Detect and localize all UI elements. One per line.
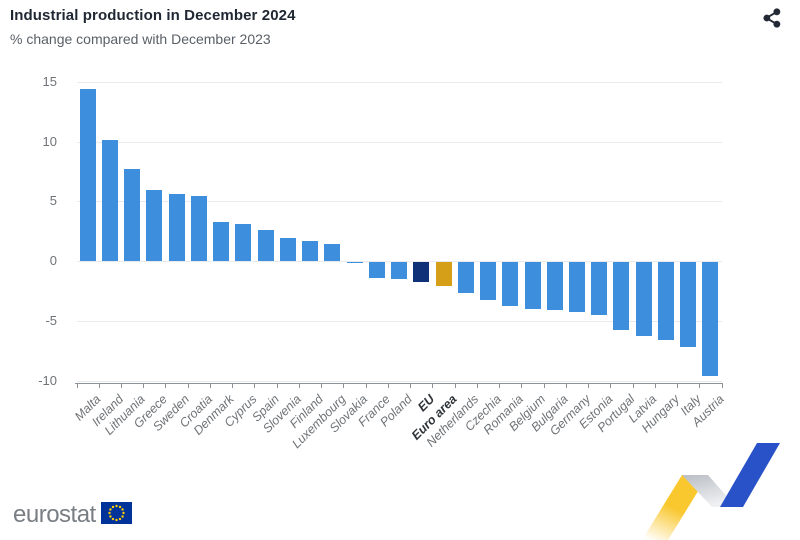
chart-title: Industrial production in December 2024 bbox=[10, 7, 296, 24]
bar-luxembourg[interactable] bbox=[324, 244, 341, 261]
gridline-15 bbox=[76, 81, 722, 83]
bar-austria[interactable] bbox=[702, 262, 719, 376]
bar-czechia[interactable] bbox=[480, 262, 497, 301]
x-axis-tick bbox=[521, 384, 523, 388]
x-axis-tick bbox=[187, 384, 189, 388]
bar-poland[interactable] bbox=[391, 262, 408, 279]
x-axis-tick bbox=[454, 384, 456, 388]
y-axis-label-0: 0 bbox=[49, 253, 57, 268]
eurostat-logo: eurostat bbox=[13, 501, 132, 529]
bar-spain[interactable] bbox=[257, 229, 274, 261]
bar-estonia[interactable] bbox=[591, 262, 608, 315]
y-axis-label-5: 5 bbox=[49, 193, 57, 209]
bar-euro-area[interactable] bbox=[435, 262, 452, 286]
y-axis-label--10: -10 bbox=[38, 372, 57, 388]
x-axis-tick bbox=[209, 384, 211, 388]
share-icon bbox=[761, 8, 783, 32]
y-axis-label--5: -5 bbox=[45, 312, 57, 328]
eu-flag-icon bbox=[100, 501, 132, 529]
x-axis-tick bbox=[343, 384, 345, 388]
x-axis-tick bbox=[98, 384, 100, 388]
x-axis-tick bbox=[410, 384, 412, 388]
x-axis-tick bbox=[76, 384, 78, 388]
bar-romania[interactable] bbox=[502, 262, 519, 307]
bar-hungary[interactable] bbox=[657, 262, 674, 340]
bar-slovenia[interactable] bbox=[279, 238, 296, 261]
x-axis-tick bbox=[499, 384, 501, 388]
gridline-5 bbox=[76, 201, 722, 203]
x-axis-tick bbox=[632, 384, 634, 388]
y-axis-label-10: 10 bbox=[42, 133, 57, 149]
x-axis-tick bbox=[610, 384, 612, 388]
chart-subtitle: % change compared with December 2023 bbox=[10, 31, 271, 47]
x-axis-tick bbox=[298, 384, 300, 388]
x-axis-tick bbox=[588, 384, 590, 388]
x-axis-tick bbox=[232, 384, 234, 388]
bar-finland[interactable] bbox=[302, 240, 319, 261]
bar-cyprus[interactable] bbox=[235, 223, 252, 261]
x-axis-tick bbox=[699, 384, 701, 388]
decorative-ribbon-graphic bbox=[628, 433, 800, 540]
bar-croatia[interactable] bbox=[190, 196, 207, 261]
gridline--5 bbox=[76, 320, 722, 322]
bar-germany[interactable] bbox=[569, 262, 585, 313]
x-axis-tick bbox=[476, 384, 478, 388]
bar-malta[interactable] bbox=[79, 88, 96, 261]
bar-france[interactable] bbox=[368, 262, 385, 278]
bar-netherlands[interactable] bbox=[457, 262, 474, 294]
gridline-0 bbox=[76, 261, 722, 262]
bar-sweden[interactable] bbox=[168, 194, 185, 261]
x-axis-tick bbox=[654, 384, 656, 388]
bar-belgium[interactable] bbox=[524, 262, 541, 309]
bar-denmark[interactable] bbox=[213, 221, 230, 261]
eurostat-logo-text: eurostat bbox=[13, 501, 96, 528]
x-axis-tick bbox=[120, 384, 122, 388]
x-axis-tick bbox=[432, 384, 434, 388]
gridline--10 bbox=[76, 380, 722, 382]
bar-greece[interactable] bbox=[146, 190, 163, 261]
x-axis-tick bbox=[365, 384, 367, 388]
x-axis-tick bbox=[677, 384, 679, 388]
bar-italy[interactable] bbox=[680, 262, 697, 347]
x-axis-tick bbox=[565, 384, 567, 388]
bar-ireland[interactable] bbox=[101, 140, 118, 261]
x-axis-tick bbox=[143, 384, 145, 388]
x-axis-tick bbox=[165, 384, 167, 388]
bar-eu[interactable] bbox=[413, 262, 430, 283]
x-axis-tick bbox=[543, 384, 545, 388]
x-axis-tick bbox=[276, 384, 278, 388]
x-axis-tick bbox=[321, 384, 323, 388]
y-axis-label-15: 15 bbox=[42, 73, 57, 89]
x-axis-tick bbox=[254, 384, 256, 388]
bar-latvia[interactable] bbox=[635, 262, 652, 337]
share-button[interactable] bbox=[760, 7, 784, 31]
bar-slovakia[interactable] bbox=[346, 262, 363, 264]
x-axis-tick bbox=[387, 384, 389, 388]
x-axis-line bbox=[75, 383, 724, 384]
bar-bulgaria[interactable] bbox=[546, 262, 563, 310]
x-axis-tick bbox=[721, 384, 723, 388]
bar-lithuania[interactable] bbox=[124, 168, 141, 261]
bar-portugal[interactable] bbox=[613, 262, 630, 331]
gridline-10 bbox=[76, 141, 722, 143]
